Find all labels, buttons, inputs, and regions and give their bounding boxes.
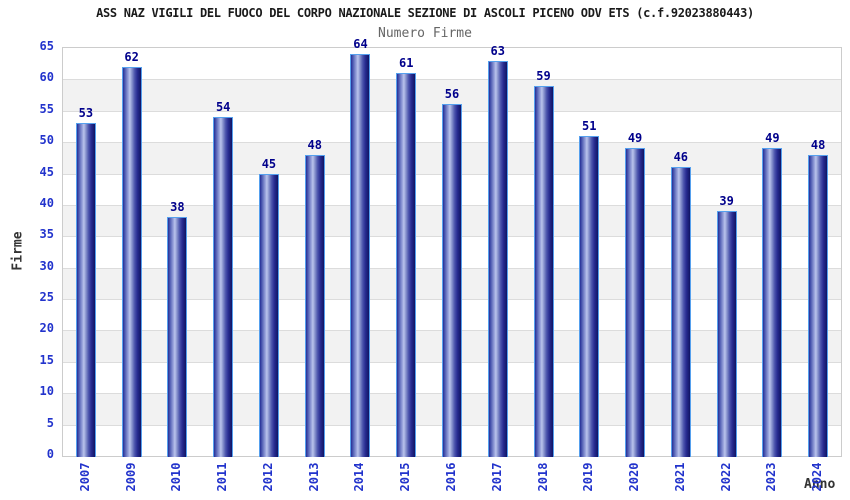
bar-value-label: 45: [261, 157, 277, 171]
x-tick-label: 2018: [535, 462, 550, 492]
y-tick-label: 25: [39, 290, 54, 305]
x-tick-label: 2022: [718, 462, 733, 492]
y-tick-label: 45: [39, 164, 54, 179]
bar-2007: [75, 123, 96, 457]
bar-2018: [533, 86, 554, 457]
x-tick-label: 2007: [77, 462, 92, 492]
bar-value-label: 63: [490, 44, 505, 58]
x-tick-label: 2015: [398, 462, 413, 492]
bar-value-label: 38: [170, 200, 185, 214]
y-tick-label: 65: [39, 39, 54, 53]
bar-2021: [670, 167, 691, 457]
plot-band: [63, 48, 841, 79]
bar-value-label: 62: [124, 50, 139, 64]
y-tick-label: 10: [39, 384, 54, 399]
bar-2010: [167, 217, 188, 457]
x-tick-label: 2013: [306, 462, 321, 492]
x-tick-label: 2011: [215, 462, 230, 492]
y-tick-label: 40: [39, 195, 54, 210]
bar-2019: [579, 136, 600, 457]
bar-value-label: 49: [627, 131, 643, 145]
bar-value-label: 51: [582, 119, 597, 133]
bar-value-label: 48: [307, 138, 322, 152]
bar-value-label: 39: [719, 194, 734, 208]
bar-value-label: 48: [810, 138, 826, 152]
bar-2011: [213, 117, 234, 457]
bar-value-label: 64: [353, 37, 368, 51]
bar-value-label: 56: [444, 87, 460, 101]
bar-2022: [716, 211, 737, 457]
bar-value-label: 54: [215, 100, 231, 114]
plot-area: 53 62 38 54 45 48 64 61 56 63 59 51 49 46 39 49 48: [62, 37, 842, 457]
bar-2023: [762, 148, 783, 457]
chart-title: ASS NAZ VIGILI DEL FUOCO DEL CORPO NAZIO…: [96, 6, 754, 20]
y-tick-label: 30: [39, 258, 54, 273]
bar-2017: [487, 61, 508, 457]
y-tick-label: 15: [39, 352, 54, 367]
bar-2016: [442, 104, 462, 457]
x-tick-label: 2023: [764, 462, 779, 492]
bar-value-label: 59: [536, 69, 551, 83]
x-tick-label: 2012: [260, 462, 275, 492]
y-tick-label: 55: [39, 101, 54, 116]
bar-2012: [258, 174, 279, 457]
bar-2013: [304, 155, 325, 457]
y-tick-label: 50: [39, 133, 54, 148]
x-axis-label: Anno: [804, 477, 836, 492]
y-tick-label: 60: [39, 70, 54, 85]
bar-2024: [808, 155, 829, 457]
chart-subtitle: Numero Firme: [378, 26, 472, 41]
y-tick-label: 0: [46, 447, 54, 461]
bar-2020: [625, 148, 646, 457]
bar-2014: [350, 54, 371, 457]
bar-2009: [121, 67, 142, 457]
x-tick-label: 2024: [810, 462, 825, 492]
gridline: [63, 79, 841, 81]
x-tick-label: 2014: [352, 462, 367, 492]
y-tick-label: 20: [39, 321, 54, 336]
x-tick-label: 2020: [627, 462, 642, 492]
x-tick-label: 2016: [444, 462, 458, 492]
x-tick-label: 2017: [489, 462, 504, 492]
bar-value-label: 49: [765, 131, 780, 145]
x-tick-label: 2009: [123, 462, 138, 492]
bar-value-label: 61: [399, 56, 414, 70]
bar-2015: [396, 73, 417, 457]
y-tick-label: 5: [46, 415, 54, 430]
bar-value-label: 46: [673, 150, 689, 164]
y-tick-label: 35: [39, 227, 54, 242]
x-tick-label: 2021: [672, 462, 687, 492]
bar-value-label: 53: [78, 106, 94, 120]
x-tick-label: 2010: [169, 462, 184, 492]
x-tick-label: 2019: [581, 462, 596, 492]
